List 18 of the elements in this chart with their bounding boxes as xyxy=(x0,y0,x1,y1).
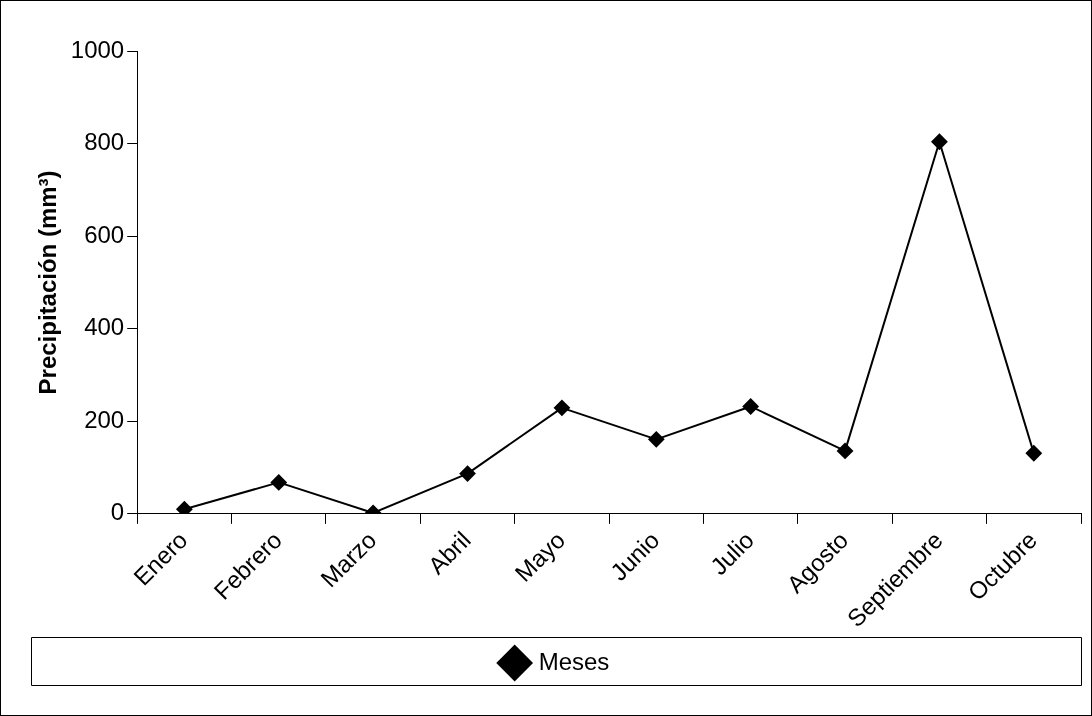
point xyxy=(648,431,665,448)
y-tick-label: 1000 xyxy=(70,35,125,63)
point xyxy=(837,442,854,459)
y-tick-label: 800 xyxy=(84,128,125,156)
y-tick-label: 0 xyxy=(110,498,125,526)
point xyxy=(459,465,476,482)
point xyxy=(553,399,570,416)
y-tick-label: 600 xyxy=(84,220,125,248)
point xyxy=(1025,445,1042,462)
point xyxy=(270,474,287,491)
point xyxy=(742,398,759,415)
point xyxy=(176,501,193,514)
y-tick-label: 400 xyxy=(84,313,125,341)
y-axis-title: Precipitación (mm³) xyxy=(34,170,62,395)
x-tick-label: Julio xyxy=(704,526,759,581)
point xyxy=(931,133,948,150)
y-tick-label: 200 xyxy=(84,405,125,433)
legend-label: Meses xyxy=(538,647,610,675)
